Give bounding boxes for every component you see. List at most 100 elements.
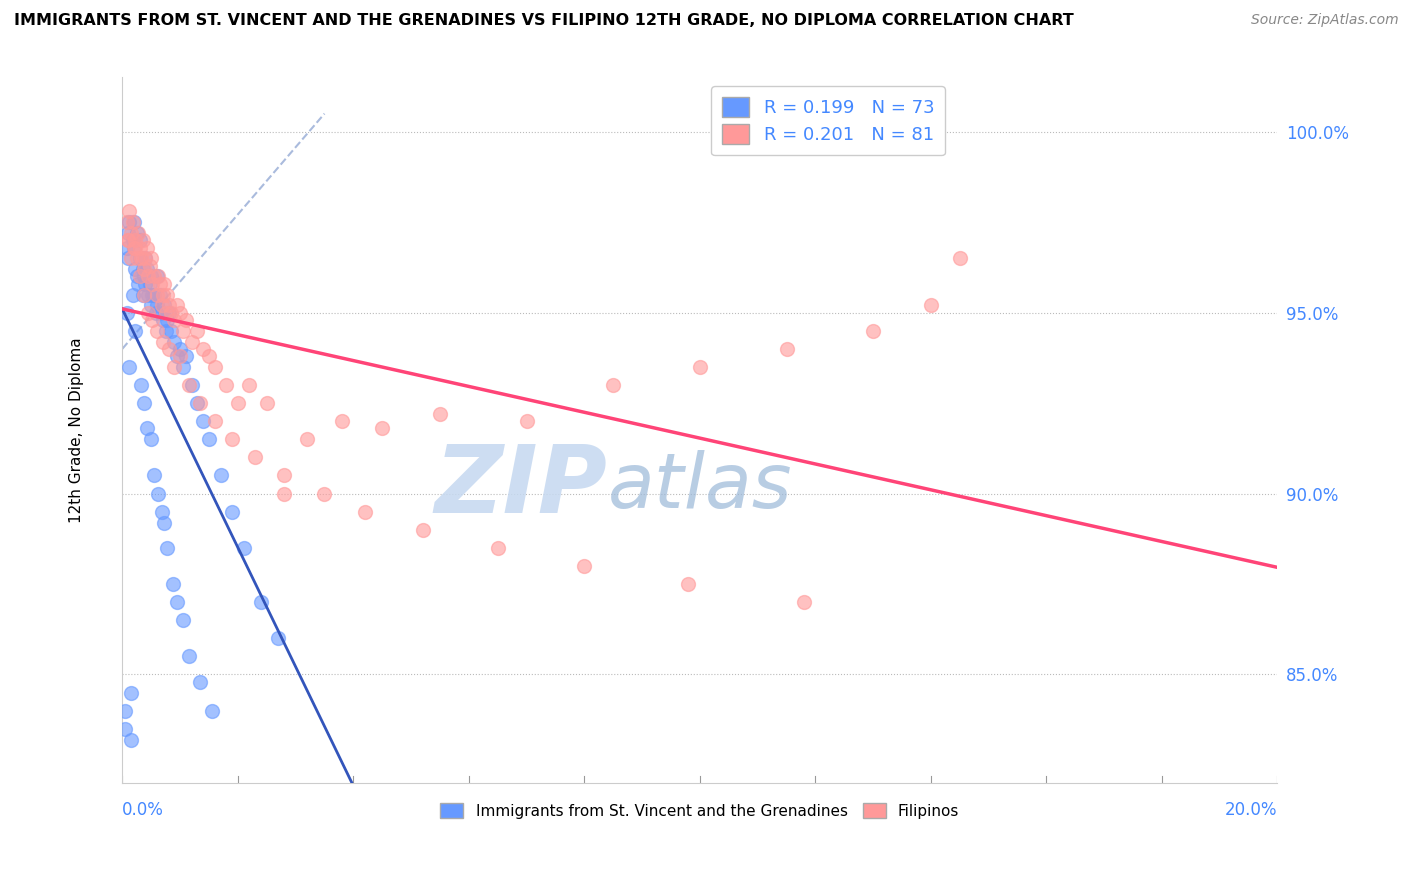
Point: [128, 226, 150, 240]
Point: [128, 269, 150, 284]
Point: [371, 421, 394, 435]
Point: [157, 305, 180, 319]
Point: [125, 269, 148, 284]
Point: [314, 486, 336, 500]
Point: [149, 287, 172, 301]
Point: [125, 226, 148, 240]
Point: [121, 233, 143, 247]
Point: [256, 396, 278, 410]
Point: [775, 342, 797, 356]
Point: [124, 262, 146, 277]
Point: [122, 240, 145, 254]
Point: [136, 287, 159, 301]
Point: [177, 378, 200, 392]
Point: [163, 334, 186, 349]
Point: [172, 359, 194, 374]
Point: [273, 468, 295, 483]
Point: [141, 432, 163, 446]
Point: [134, 252, 156, 266]
Point: [114, 722, 136, 736]
Point: [134, 396, 156, 410]
Point: [793, 595, 815, 609]
Point: [139, 259, 162, 273]
Point: [128, 240, 150, 254]
Point: [226, 396, 249, 410]
Point: [124, 240, 146, 254]
Point: [166, 349, 188, 363]
Point: [429, 407, 451, 421]
Point: [162, 577, 184, 591]
Point: [150, 298, 173, 312]
Point: [139, 277, 162, 291]
Point: [215, 378, 238, 392]
Point: [198, 432, 221, 446]
Point: [124, 233, 146, 247]
Point: [174, 349, 197, 363]
Point: [412, 523, 434, 537]
Point: [574, 558, 596, 573]
Point: [141, 298, 163, 312]
Point: [117, 233, 139, 247]
Point: [180, 334, 202, 349]
Point: [232, 541, 254, 555]
Point: [238, 378, 260, 392]
Text: atlas: atlas: [607, 450, 792, 524]
Point: [128, 252, 150, 266]
Point: [120, 252, 142, 266]
Point: [135, 421, 157, 435]
Point: [143, 287, 166, 301]
Legend: Immigrants from St. Vincent and the Grenadines, Filipinos: Immigrants from St. Vincent and the Gren…: [434, 797, 966, 825]
Point: [135, 240, 157, 254]
Point: [169, 349, 191, 363]
Point: [134, 269, 156, 284]
Point: [146, 269, 169, 284]
Point: [157, 298, 180, 312]
Point: [145, 305, 167, 319]
Point: [143, 269, 166, 284]
Point: [166, 298, 188, 312]
Point: [156, 541, 179, 555]
Point: [146, 269, 169, 284]
Point: [120, 732, 142, 747]
Point: [134, 252, 156, 266]
Point: [121, 287, 143, 301]
Point: [152, 334, 174, 349]
Point: [115, 215, 138, 229]
Point: [141, 313, 163, 327]
Point: [152, 313, 174, 327]
Point: [131, 262, 153, 277]
Point: [153, 516, 176, 530]
Point: [689, 359, 711, 374]
Point: [169, 342, 191, 356]
Point: [243, 450, 266, 465]
Point: [128, 277, 150, 291]
Point: [949, 252, 972, 266]
Point: [125, 252, 148, 266]
Point: [172, 613, 194, 627]
Point: [146, 486, 169, 500]
Point: [120, 226, 142, 240]
Point: [354, 505, 377, 519]
Point: [486, 541, 509, 555]
Point: [678, 577, 700, 591]
Point: [250, 595, 273, 609]
Point: [124, 324, 146, 338]
Point: [516, 414, 538, 428]
Point: [188, 396, 211, 410]
Point: [129, 378, 152, 392]
Point: [204, 414, 226, 428]
Point: [121, 215, 143, 229]
Text: IMMIGRANTS FROM ST. VINCENT AND THE GRENADINES VS FILIPINO 12TH GRADE, NO DIPLOM: IMMIGRANTS FROM ST. VINCENT AND THE GREN…: [14, 13, 1074, 29]
Point: [136, 269, 159, 284]
Point: [172, 324, 194, 338]
Point: [186, 324, 208, 338]
Point: [115, 240, 138, 254]
Point: [198, 349, 221, 363]
Text: 20.0%: 20.0%: [1225, 801, 1278, 819]
Point: [330, 414, 353, 428]
Point: [157, 342, 180, 356]
Point: [149, 277, 172, 291]
Point: [118, 215, 141, 229]
Point: [114, 704, 136, 718]
Point: [122, 215, 145, 229]
